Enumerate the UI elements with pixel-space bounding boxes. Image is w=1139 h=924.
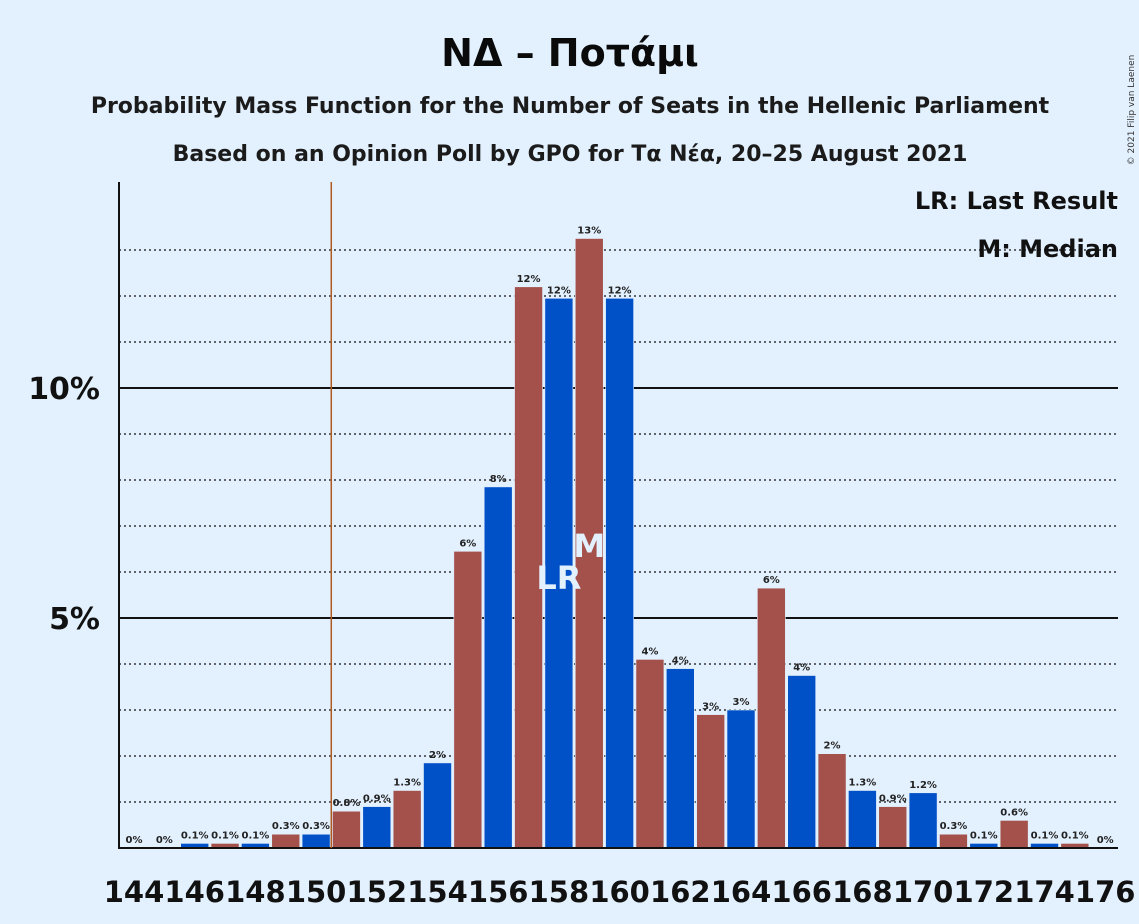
data-label-167: 2% [824,741,841,752]
data-label-154: 2% [429,750,446,761]
x-tick-label: 160 [589,875,650,909]
data-label-151: 0.8% [333,798,361,809]
x-tick-label: 172 [954,875,1015,909]
bar-164 [726,709,756,849]
legend-last-result: LR: Last Result [915,187,1118,215]
copyright: © 2021 Filip van Laenen [1127,55,1137,166]
chart-subtitle-2: Based on an Opinion Poll by GPO for Τα Ν… [173,142,968,167]
data-label-173: 0.6% [1000,807,1028,818]
data-label-168: 1.3% [849,778,877,789]
bar-154 [423,762,452,849]
x-tick-label: 170 [893,875,954,909]
x-tick-label: 154 [407,875,468,909]
data-label-176: 0% [1097,835,1114,846]
data-label-157: 12% [517,274,541,285]
x-tick-label: 158 [529,875,590,909]
bar-150 [301,833,331,849]
data-label-175: 0.1% [1061,830,1089,841]
data-label-160: 12% [608,285,632,296]
bar-173 [999,820,1029,849]
grid: 5% 10% [28,249,1118,803]
data-label-166: 4% [793,663,810,674]
bar-152 [362,806,392,849]
bar-168 [848,790,877,849]
bars: 0% 0% 0.1% 0.1% 0.1%0.3% 0.3%0.8% 0.9%1.3%2%6%… [126,226,1114,849]
bar-166 [787,675,817,849]
data-label-162: 4% [672,656,689,667]
bar-165 [757,587,786,849]
x-tick-label: 156 [468,875,529,909]
data-label-172: 0.1% [970,830,998,841]
bar-171 [939,833,968,849]
bar-157 [514,286,543,849]
data-label-146: 0.1% [181,830,209,841]
x-tick-label: 148 [225,875,286,909]
data-label-153: 1.3% [393,778,421,789]
x-tick-label: 176 [1075,875,1136,909]
data-label-148: 0.1% [242,830,270,841]
y-tick-label: 5% [49,602,100,637]
chart-subtitle: Probability Mass Function for the Number… [91,94,1050,119]
data-label-164: 3% [733,697,750,708]
chart-title: ΝΔ – Ποτάμι [441,31,699,75]
x-tick-label: 164 [711,875,772,909]
y-tick-label: 10% [28,372,100,407]
data-label-145: 0% [156,835,173,846]
data-label-152: 0.9% [363,794,391,805]
x-tick-label: 144 [104,875,165,909]
data-label-170: 1.2% [909,780,937,791]
bar-159 [574,238,604,849]
bar-155 [453,550,483,849]
data-label-165: 6% [763,575,780,586]
bar-170 [908,792,938,849]
data-label-147: 0.1% [211,830,239,841]
data-label-171: 0.3% [940,821,968,832]
bar-149 [271,833,301,849]
bar-151 [332,810,361,849]
bar-163 [696,714,725,849]
data-label-144: 0% [126,835,143,846]
data-label-155: 6% [459,538,476,549]
last-result-marker: LR [536,559,581,597]
bar-162 [665,668,695,849]
data-label-158: 12% [547,285,571,296]
data-label-149: 0.3% [272,821,300,832]
data-label-174: 0.1% [1031,830,1059,841]
data-label-163: 3% [702,702,719,713]
x-tick-label: 162 [650,875,711,909]
data-label-159: 13% [577,226,601,237]
bar-167 [817,753,847,849]
data-label-161: 4% [641,646,658,657]
data-label-150: 0.3% [302,821,330,832]
x-tick-label: 152 [347,875,408,909]
bar-160 [605,297,634,849]
x-tick-label: 166 [771,875,832,909]
x-tick-label: 150 [286,875,347,909]
data-label-156: 8% [490,474,507,485]
bar-156 [483,486,513,849]
x-tick-label: 168 [832,875,893,909]
bar-161 [635,659,665,849]
x-tick-label: 146 [164,875,225,909]
median-marker: M [573,527,605,565]
legend-median: M: Median [977,235,1118,263]
bar-153 [392,790,422,849]
bar-158 [544,297,574,849]
data-label-169: 0.9% [879,794,907,805]
x-tick-label: 174 [1014,875,1075,909]
bar-169 [878,806,908,849]
